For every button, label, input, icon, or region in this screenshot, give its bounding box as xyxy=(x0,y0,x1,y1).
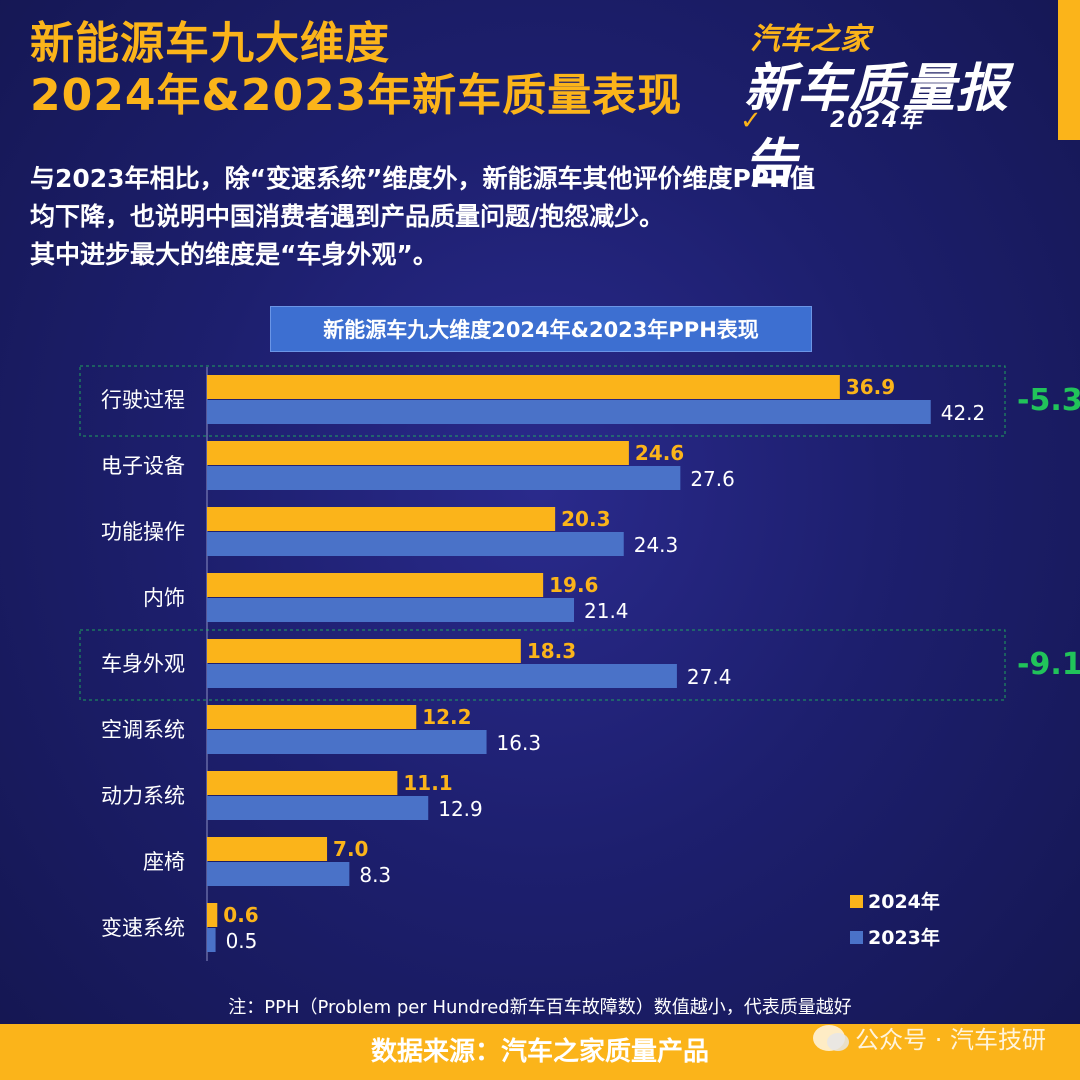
category-label-6: 动力系统 xyxy=(101,784,185,808)
description: 与2023年相比，除“变速系统”维度外，新能源车其他评价维度PPH值 均下降，也… xyxy=(30,160,815,274)
category-label-1: 电子设备 xyxy=(101,454,185,478)
footnote: 注：PPH（Problem per Hundred新车百车故障数）数值越小，代表… xyxy=(228,997,852,1018)
page-title: 新能源车九大维度 2024年&2023年新车质量表现 xyxy=(30,18,682,122)
bar-2024-6 xyxy=(207,771,398,795)
value-label-2023-0: 42.2 xyxy=(941,401,986,425)
category-label-3: 内饰 xyxy=(143,586,185,610)
chart-title: 新能源车九大维度2024年&2023年PPH表现 xyxy=(270,306,812,352)
bar-2024-3 xyxy=(207,573,544,597)
value-label-2024-5: 12.2 xyxy=(422,705,471,729)
legend-label-0: 2024年 xyxy=(868,890,940,913)
wechat-icon xyxy=(813,1024,850,1051)
highlight-box-0 xyxy=(79,365,1006,437)
legend-label-1: 2023年 xyxy=(868,926,940,949)
bar-2024-4 xyxy=(207,639,521,663)
category-label-0: 行驶过程 xyxy=(101,388,185,412)
value-label-2023-4: 27.4 xyxy=(687,665,732,689)
bar-2023-5 xyxy=(207,730,487,754)
bar-2023-2 xyxy=(207,532,624,556)
title-line-2: 2024年&2023年新车质量表现 xyxy=(30,70,683,121)
value-label-2023-2: 24.3 xyxy=(634,533,679,557)
bar-2023-7 xyxy=(207,862,350,886)
category-label-2: 功能操作 xyxy=(101,520,185,544)
value-label-2024-7: 7.0 xyxy=(333,837,368,861)
value-label-2023-6: 12.9 xyxy=(438,797,483,821)
bar-2023-8 xyxy=(207,928,216,952)
brand-name: 汽车之家 xyxy=(750,22,870,57)
category-label-8: 变速系统 xyxy=(101,916,185,940)
value-label-2024-2: 20.3 xyxy=(561,507,610,531)
bar-2024-5 xyxy=(207,705,417,729)
brand-logo: 汽车之家 新车质量报告 ✓ 2024年 xyxy=(740,10,1040,194)
bar-2024-7 xyxy=(207,837,328,861)
title-line-1: 新能源车九大维度 xyxy=(30,18,390,69)
bar-2024-2 xyxy=(207,507,556,531)
watermark: 公众号 · 汽车技研 xyxy=(813,1020,1046,1055)
value-label-2023-8: 0.5 xyxy=(226,929,258,953)
brand-report: 新车质量报告 xyxy=(744,59,1010,194)
value-label-2024-4: 18.3 xyxy=(527,639,576,663)
bar-2024-8 xyxy=(207,903,218,927)
category-label-4: 车身外观 xyxy=(101,652,185,676)
bar-2023-0 xyxy=(207,400,931,424)
value-label-2024-3: 19.6 xyxy=(549,573,598,597)
highlight-change-0: -5.3 xyxy=(1017,383,1080,418)
highlight-box-1 xyxy=(79,629,1006,701)
bar-2024-0 xyxy=(207,375,840,399)
value-label-2023-1: 27.6 xyxy=(690,467,735,491)
data-source: 数据来源：汽车之家质量产品 xyxy=(370,1037,709,1067)
value-label-2024-6: 11.1 xyxy=(403,771,452,795)
description-line-1: 与2023年相比，除“变速系统”维度外，新能源车其他评价维度PPH值 xyxy=(30,164,816,193)
watermark-text: 公众号 · 汽车技研 xyxy=(855,1026,1046,1054)
bar-2024-1 xyxy=(207,441,629,465)
value-label-2023-3: 21.4 xyxy=(584,599,629,623)
check-icon: ✓ xyxy=(740,106,762,136)
highlight-change-1: -9.1 xyxy=(1017,647,1080,682)
footer-band xyxy=(0,1024,1080,1080)
legend-swatch-0 xyxy=(850,895,863,908)
legend-swatch-1 xyxy=(850,931,863,944)
bar-chart: -5.3 -9.1 行驶过程 36.9 42.2 电子设备 24.627.6 功能操作 20.3… xyxy=(79,365,1080,961)
bar-2023-1 xyxy=(207,466,681,490)
description-line-2: 均下降，也说明中国消费者遇到产品质量问题/抱怨减少。 xyxy=(30,202,665,231)
value-label-2023-5: 16.3 xyxy=(497,731,542,755)
category-label-5: 空调系统 xyxy=(101,718,185,742)
category-label-7: 座椅 xyxy=(143,850,185,874)
value-label-2023-7: 8.3 xyxy=(359,863,391,887)
bar-2023-4 xyxy=(207,664,677,688)
corner-stripe xyxy=(1058,0,1080,140)
value-label-2024-8: 0.6 xyxy=(223,903,258,927)
description-line-3: 其中进步最大的维度是“车身外观”。 xyxy=(30,240,438,269)
value-label-2024-1: 24.6 xyxy=(635,441,684,465)
bar-2023-3 xyxy=(207,598,575,622)
brand-year: 2024年 xyxy=(830,108,924,133)
bar-2023-6 xyxy=(207,796,429,820)
value-label-2024-0: 36.9 xyxy=(846,375,895,399)
